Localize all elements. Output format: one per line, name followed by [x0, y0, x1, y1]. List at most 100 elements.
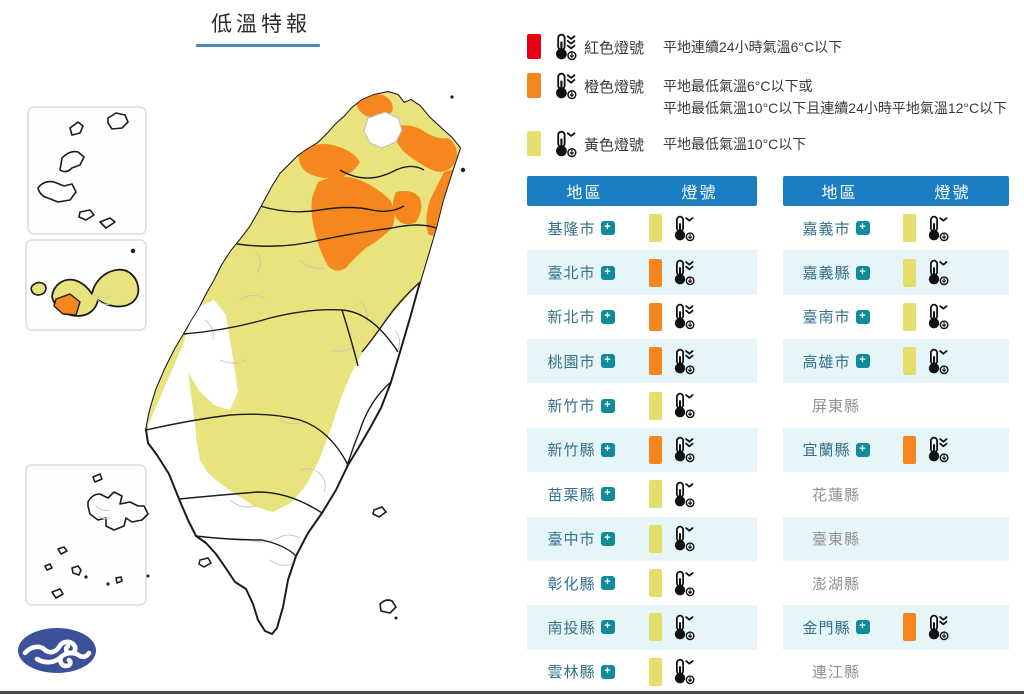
signal-cell: [889, 472, 1009, 516]
region-cell: 彰化縣 +: [527, 561, 635, 605]
signal-cell: [635, 339, 757, 383]
legend-description-line: 平地最低氣溫6°C以下或: [663, 78, 813, 94]
expand-plus-icon[interactable]: +: [600, 664, 615, 679]
expand-plus-icon[interactable]: +: [855, 442, 870, 457]
expand-plus-icon[interactable]: +: [600, 354, 615, 369]
expand-plus-icon[interactable]: +: [855, 309, 870, 324]
signal-cell: [635, 250, 757, 294]
region-cell: 雲林縣 +: [527, 650, 635, 694]
region-name: 新竹市: [547, 398, 596, 416]
page-title: 低溫特報: [196, 8, 326, 47]
signal-cell: [635, 383, 757, 427]
orange-signal-chip: [649, 347, 662, 376]
yellow-signal-chip: [649, 214, 662, 243]
table-row: 新竹市 +: [527, 383, 757, 427]
region-cell: 桃園市 +: [527, 339, 635, 383]
thermometer-down-icon: [550, 130, 578, 158]
taiwan-main-island[interactable]: [145, 91, 466, 635]
table-row: 苗栗縣 +: [527, 472, 757, 516]
expand-plus-icon[interactable]: +: [855, 354, 870, 369]
yellow-signal-chip: [903, 302, 916, 331]
table-row: 嘉義市 +: [783, 206, 1009, 250]
expand-plus-icon[interactable]: +: [855, 221, 870, 236]
legend-description-line: 平地最低氣溫10°C以下: [663, 136, 807, 152]
map-white-pocket: [181, 300, 238, 410]
region-name: 彰化縣: [547, 575, 596, 593]
orange-signal-chip: [649, 435, 662, 464]
thermometer-down-icon: [669, 392, 696, 419]
region-name: 嘉義市: [802, 220, 851, 238]
table-row: 基隆市 +: [527, 206, 757, 250]
expand-plus-icon[interactable]: +: [855, 620, 870, 635]
signal-cell: [635, 472, 757, 516]
region-name: 高雄市: [802, 353, 851, 371]
map-taipei-pocket: [363, 111, 403, 149]
kinmen-orange-area: [53, 293, 81, 316]
region-cell: 花蓮縣: [783, 472, 889, 516]
table-row: 臺中市 +: [527, 516, 757, 561]
thermometer-down-icon: [669, 259, 696, 286]
region-name: 新北市: [547, 309, 596, 327]
inset-penghu: [25, 464, 149, 606]
table-row: 金門縣 +: [783, 605, 1009, 650]
legend-description: 平地最低氣溫6°C以下或 平地最低氣溫10°C以下且連續24小時平地氣溫12°C以…: [663, 75, 1007, 119]
yellow-signal-chip: [649, 613, 662, 642]
legend-item-orange: 橙色燈號 平地最低氣溫6°C以下或 平地最低氣溫10°C以下且連續24小時平地氣溫1…: [527, 72, 1021, 119]
yellow-signal-chip: [903, 258, 916, 287]
region-cell: 臺南市 +: [783, 295, 889, 339]
region-table-left: 地區 燈號 基隆市 + 臺北市 + 新北市 + 桃園市 + 新竹市 + 新竹縣 +: [527, 176, 757, 694]
expand-plus-icon[interactable]: +: [600, 531, 615, 546]
expand-plus-icon[interactable]: +: [600, 442, 615, 457]
thermometer-down-icon: [923, 303, 950, 330]
expand-plus-icon[interactable]: +: [600, 398, 615, 413]
signal-cell: [635, 428, 757, 472]
taiwan-map[interactable]: [0, 0, 520, 694]
legend-description: 平地最低氣溫10°C以下: [663, 133, 806, 155]
table-row: 臺南市 +: [783, 295, 1009, 339]
expand-plus-icon[interactable]: +: [600, 221, 615, 236]
expand-plus-icon[interactable]: +: [600, 576, 615, 591]
offshore-islets: [146, 95, 466, 620]
region-name: 基隆市: [547, 220, 596, 238]
expand-plus-icon[interactable]: +: [600, 620, 615, 635]
signal-cell: [635, 206, 757, 250]
title-underline: [196, 44, 320, 47]
expand-plus-icon[interactable]: +: [600, 487, 615, 502]
table-row: 宜蘭縣 +: [783, 427, 1009, 473]
column-header-signal: 燈號: [934, 185, 971, 202]
region-name: 南投縣: [547, 619, 596, 637]
legend: 紅色燈號 平地連續24小時氣溫6°C以下 橙色燈號 平地最低氣溫6°C以下或 平地最低…: [527, 33, 1021, 158]
legend-item-yellow: 黃色燈號 平地最低氣溫10°C以下: [527, 130, 1021, 158]
yellow-signal-chip: [903, 214, 916, 243]
region-name: 苗栗縣: [547, 486, 596, 504]
signal-cell: [889, 339, 1009, 383]
cwb-logo[interactable]: [17, 627, 97, 674]
page-title-text: 低溫特報: [211, 13, 311, 36]
signal-cell: [635, 650, 757, 694]
yellow-signal-chip: [649, 657, 662, 686]
table-header: 地區 燈號: [783, 176, 1009, 206]
table-row: 嘉義縣 +: [783, 250, 1009, 295]
signal-cell: [889, 383, 1009, 427]
thermometer-down-icon: [923, 614, 950, 641]
table-row: 花蓮縣: [783, 472, 1009, 516]
orange-signal-chip: [903, 435, 916, 464]
yellow-signal-chip: [649, 524, 662, 553]
table-row: 高雄市 +: [783, 339, 1009, 384]
thermometer-down-icon: [669, 303, 696, 330]
expand-plus-icon[interactable]: +: [855, 265, 870, 280]
signal-cell: [889, 250, 1009, 294]
thermometer-down-icon: [923, 348, 950, 375]
red-signal-chip: [527, 34, 541, 59]
thermometer-down-icon: [923, 436, 950, 463]
region-cell: 臺東縣: [783, 517, 889, 561]
thermometer-down-icon: [669, 436, 696, 463]
yellow-signal-chip: [903, 347, 916, 376]
region-name: 臺北市: [547, 265, 596, 283]
table-row: 新北市 +: [527, 295, 757, 339]
thermometer-down-icon: [550, 72, 578, 100]
table-row: 彰化縣 +: [527, 561, 757, 605]
expand-plus-icon[interactable]: +: [600, 265, 615, 280]
expand-plus-icon[interactable]: +: [600, 309, 615, 324]
yellow-signal-chip: [649, 569, 662, 598]
